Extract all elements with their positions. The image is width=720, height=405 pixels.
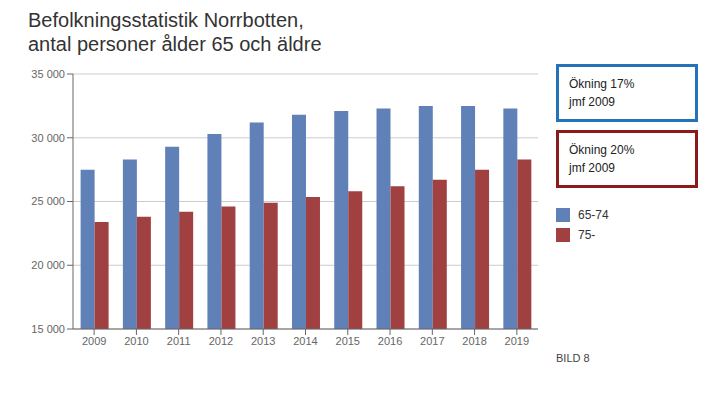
html-text:75-: 75-	[578, 228, 596, 242]
html-text:antal personer ålder 65 och äl: antal personer ålder 65 och äldre	[28, 33, 322, 55]
svg-text:2010: 2010	[124, 335, 148, 347]
svg-text:2015: 2015	[336, 335, 360, 347]
svg-text:2011: 2011	[167, 335, 191, 347]
svg-text:20 000: 20 000	[31, 259, 65, 271]
html-text:Ökning 20% jmf 2009: Ökning 20% jmf 2009	[569, 143, 635, 175]
svg-text:2009: 2009	[82, 335, 106, 347]
html-text:Ökning 17% jmf 2009: Ökning 17% jmf 2009	[569, 77, 635, 109]
svg-text:25 000: 25 000	[31, 195, 65, 207]
html-text:Befolkningsstatistik Norrbotte: Befolkningsstatistik Norrbotten,	[28, 9, 304, 31]
html-text:BILD 8: BILD 8	[556, 352, 590, 364]
svg-text:2017: 2017	[420, 335, 444, 347]
svg-text:30 000: 30 000	[31, 132, 65, 144]
svg-text:2012: 2012	[209, 335, 233, 347]
html-text:65-74: 65-74	[578, 208, 609, 222]
svg-text:15 000: 15 000	[31, 323, 65, 335]
svg-text:2013: 2013	[251, 335, 275, 347]
svg-text:2016: 2016	[378, 335, 402, 347]
svg-text:2014: 2014	[293, 335, 317, 347]
svg-text:35 000: 35 000	[31, 68, 65, 80]
svg-text:2018: 2018	[462, 335, 486, 347]
svg-text:2019: 2019	[505, 335, 529, 347]
